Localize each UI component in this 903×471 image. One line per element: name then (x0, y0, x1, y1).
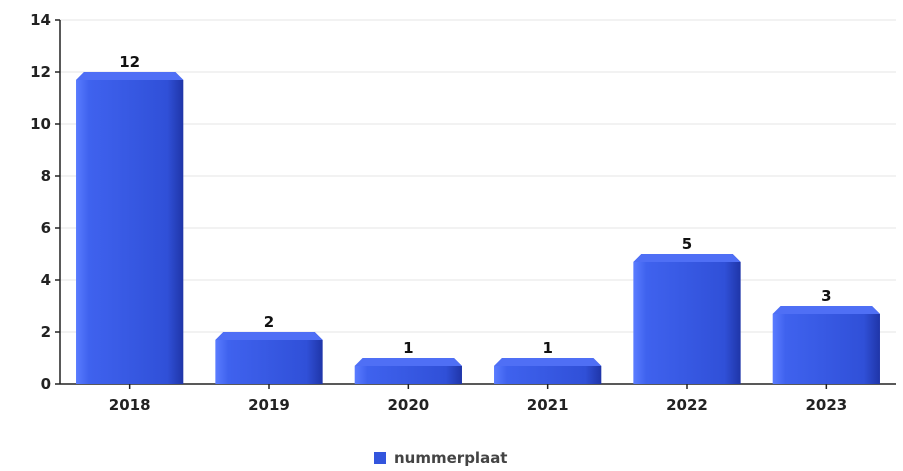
bars (76, 72, 880, 384)
data-label: 3 (821, 287, 831, 305)
bar (215, 332, 323, 384)
bar (772, 306, 880, 384)
bar-top-bevel (772, 306, 880, 314)
y-tick-label: 8 (41, 167, 51, 185)
y-tick-label: 0 (41, 375, 51, 393)
x-tick-label: 2022 (666, 396, 708, 414)
y-tick-label: 10 (30, 115, 51, 133)
legend-swatch (374, 452, 386, 464)
y-tick-label: 14 (30, 11, 51, 29)
grid-lines (60, 19, 896, 333)
x-tick-label: 2018 (109, 396, 151, 414)
legend: nummerplaat (374, 449, 507, 467)
bar-top-bevel (494, 358, 602, 366)
data-label: 2 (264, 313, 274, 331)
y-tick-label: 6 (41, 219, 51, 237)
labels: 2018 12 2019 2 2020 1 2021 1 2022 5 2023 3 (109, 53, 847, 414)
y-tick-label: 2 (41, 323, 51, 341)
legend-label: nummerplaat (394, 449, 507, 467)
x-tick-label: 2020 (387, 396, 429, 414)
bar (633, 254, 741, 384)
bar-top-bevel (354, 358, 462, 366)
data-label: 1 (542, 339, 552, 357)
x-tick-label: 2019 (248, 396, 290, 414)
x-tick-label: 2023 (805, 396, 847, 414)
data-label: 12 (119, 53, 140, 71)
bar-top-bevel (76, 72, 184, 80)
y-tick-label: 12 (30, 63, 51, 81)
bar-top-bevel (215, 332, 323, 340)
data-label: 5 (682, 235, 692, 253)
x-tick-label: 2021 (527, 396, 569, 414)
bar (76, 72, 184, 384)
y-tick-label: 4 (41, 271, 51, 289)
data-label: 1 (403, 339, 413, 357)
bar-top-bevel (633, 254, 741, 262)
